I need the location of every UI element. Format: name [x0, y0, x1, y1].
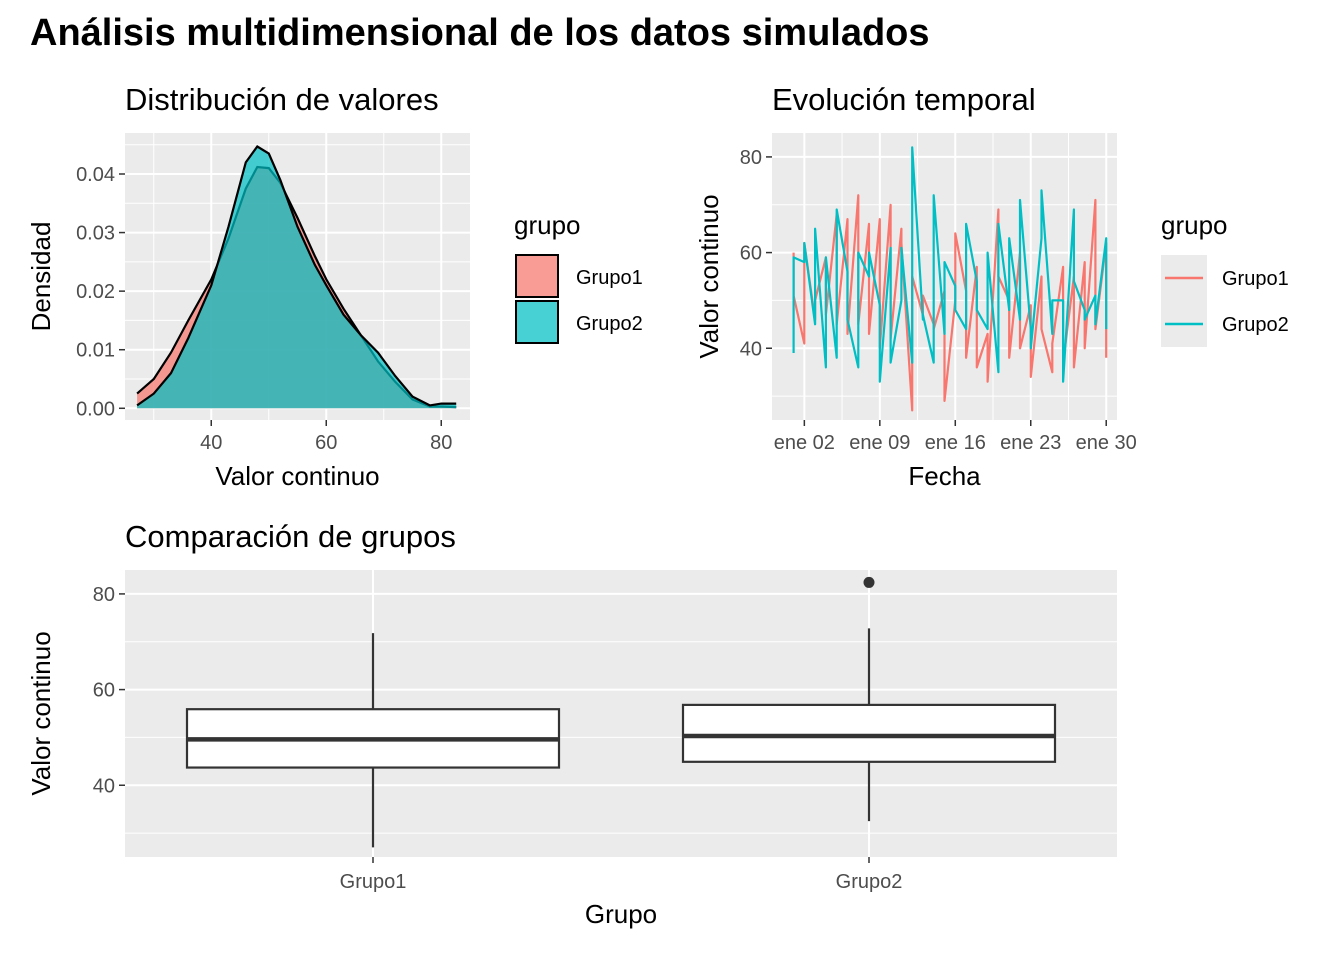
- x-axis-title: Valor continuo: [215, 461, 379, 491]
- x-axis-title: Grupo: [585, 899, 657, 929]
- density-panel: 0.00 0.01 0.02 0.03 0.04 40 60 80 Distribución d…: [26, 82, 643, 491]
- y-tick-label: 0.00: [76, 398, 115, 420]
- x-tick-label: ene 09: [849, 432, 910, 454]
- box-grupo2: [681, 703, 1057, 763]
- x-tick-label: ene 30: [1076, 432, 1137, 454]
- x-tick-label: Grupo1: [340, 871, 407, 893]
- series-line-grupo1: [792, 194, 1108, 412]
- y-axis-title: Densidad: [26, 222, 56, 332]
- legend-label: Grupo1: [576, 267, 643, 289]
- y-tick-label: 0.01: [76, 340, 115, 362]
- x-tick-label: ene 16: [925, 432, 986, 454]
- y-tick-label: 60: [740, 243, 762, 265]
- x-tick-label: ene 02: [774, 432, 835, 454]
- x-axis-title: Fecha: [908, 461, 981, 491]
- x-tick-label: 40: [200, 432, 222, 454]
- legend-key: [515, 254, 559, 298]
- y-tick-label: 80: [93, 584, 115, 606]
- legend-label: Grupo2: [1222, 314, 1289, 336]
- timeseries-panel: 40 60 80 ene 02 ene 09 ene 16 ene 23 ene 30 Evol…: [694, 82, 1289, 491]
- y-tick-label: 0.03: [76, 223, 115, 245]
- density-area-grupo2: [137, 146, 457, 409]
- legend-title: grupo: [514, 210, 581, 240]
- y-tick-label: 60: [93, 680, 115, 702]
- panel-title: Distribución de valores: [125, 82, 439, 117]
- outlier-point: [863, 576, 875, 588]
- series-line-grupo2: [792, 146, 1108, 383]
- density-outline-grupo2: [136, 145, 457, 407]
- legend-label: Grupo1: [1222, 268, 1289, 290]
- x-tick-label: Grupo2: [836, 871, 903, 893]
- panel-title: Comparación de grupos: [125, 519, 456, 554]
- legend-key: [515, 300, 559, 344]
- y-tick-label: 40: [93, 775, 115, 797]
- panel-title: Evolución temporal: [772, 82, 1036, 117]
- y-tick-label: 80: [740, 147, 762, 169]
- y-tick-label: 40: [740, 338, 762, 360]
- y-axis-title: Valor continuo: [694, 194, 724, 358]
- legend-title: grupo: [1161, 210, 1228, 240]
- figure-title: Análisis multidimensional de los datos s…: [30, 12, 930, 54]
- x-tick-label: ene 23: [1000, 432, 1061, 454]
- x-tick-label: 80: [430, 432, 452, 454]
- y-axis-title: Valor continuo: [26, 631, 56, 795]
- y-tick-label: 0.02: [76, 281, 115, 303]
- y-tick-label: 0.04: [76, 164, 115, 186]
- x-tick-label: 60: [315, 432, 337, 454]
- legend-label: Grupo2: [576, 313, 643, 335]
- boxplot-panel: 40 60 80 Grupo1 Grupo2 Comparación de grupos G…: [26, 519, 1117, 929]
